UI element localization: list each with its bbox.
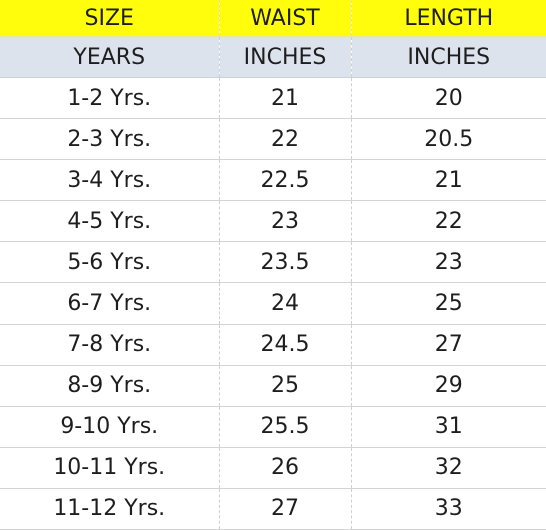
waist-cell: 24.5 <box>218 324 351 366</box>
size-cell: 3-4 Yrs. <box>0 159 219 202</box>
size-cell: 10-11 Yrs. <box>0 447 219 489</box>
header-row: SIZE WAIST LENGTH <box>0 0 546 38</box>
length-cell: 20.5 <box>350 118 546 161</box>
units-row: YEARS INCHES INCHES <box>0 36 546 79</box>
table-row: 11-12 Yrs. 27 33 <box>0 488 546 530</box>
table-row: 2-3 Yrs. 22 20.5 <box>0 118 546 161</box>
table-row: 1-2 Yrs. 21 20 <box>0 77 546 120</box>
size-cell: 1-2 Yrs. <box>0 77 219 120</box>
length-cell: 25 <box>350 282 546 325</box>
table-row: 6-7 Yrs. 24 25 <box>0 282 546 325</box>
table-row: 8-9 Yrs. 25 29 <box>0 365 546 407</box>
waist-cell: 23.5 <box>218 241 351 284</box>
size-cell: 2-3 Yrs. <box>0 118 219 161</box>
length-cell: 32 <box>350 447 546 489</box>
size-cell: 6-7 Yrs. <box>0 282 219 325</box>
waist-cell: 24 <box>218 282 351 325</box>
units-waist: INCHES <box>218 36 351 79</box>
table-row: 4-5 Yrs. 23 22 <box>0 200 546 243</box>
length-cell: 29 <box>350 365 546 407</box>
waist-cell: 23 <box>218 200 351 243</box>
size-cell: 4-5 Yrs. <box>0 200 219 243</box>
table-row: 9-10 Yrs. 25.5 31 <box>0 406 546 448</box>
size-cell: 9-10 Yrs. <box>0 406 219 448</box>
waist-cell: 25 <box>218 365 351 407</box>
length-cell: 22 <box>350 200 546 243</box>
header-length: LENGTH <box>350 0 546 38</box>
waist-cell: 22.5 <box>218 159 351 202</box>
units-size: YEARS <box>0 36 219 79</box>
units-length: INCHES <box>350 36 546 79</box>
size-cell: 5-6 Yrs. <box>0 241 219 284</box>
table-row: 3-4 Yrs. 22.5 21 <box>0 159 546 202</box>
size-cell: 11-12 Yrs. <box>0 488 219 530</box>
waist-cell: 25.5 <box>218 406 351 448</box>
waist-cell: 26 <box>218 447 351 489</box>
length-cell: 27 <box>350 324 546 366</box>
header-size: SIZE <box>0 0 219 38</box>
header-waist: WAIST <box>218 0 351 38</box>
length-cell: 20 <box>350 77 546 120</box>
size-cell: 8-9 Yrs. <box>0 365 219 407</box>
size-cell: 7-8 Yrs. <box>0 324 219 366</box>
length-cell: 23 <box>350 241 546 284</box>
table-row: 10-11 Yrs. 26 32 <box>0 447 546 489</box>
waist-cell: 22 <box>218 118 351 161</box>
length-cell: 31 <box>350 406 546 448</box>
table-row: 7-8 Yrs. 24.5 27 <box>0 324 546 366</box>
table-row: 5-6 Yrs. 23.5 23 <box>0 241 546 284</box>
waist-cell: 21 <box>218 77 351 120</box>
length-cell: 21 <box>350 159 546 202</box>
length-cell: 33 <box>350 488 546 530</box>
waist-cell: 27 <box>218 488 351 530</box>
